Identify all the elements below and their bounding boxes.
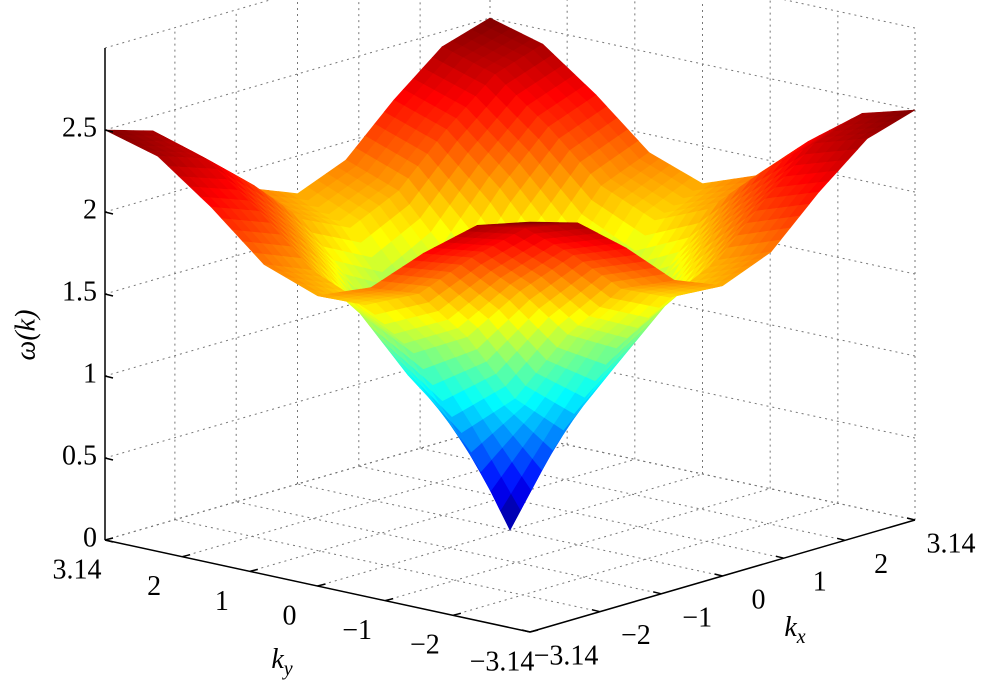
z-tick-label: 2 <box>83 194 97 225</box>
x-tick-label: −3.14 <box>534 640 599 671</box>
z-tick-label: 2.5 <box>62 112 97 143</box>
z-tick <box>104 375 114 379</box>
y-tick <box>452 612 462 617</box>
z-tick-label: 1 <box>83 358 97 389</box>
y-tick-label: 1 <box>215 586 229 617</box>
y-grid-line <box>104 427 491 541</box>
x-tick-label: −1 <box>682 602 712 633</box>
y-label-sub: y <box>282 658 293 680</box>
z-tick-label: 1.5 <box>62 276 97 307</box>
y-tick <box>104 537 114 541</box>
x-tick-label: −2 <box>621 620 651 651</box>
y-grid-line <box>249 458 635 572</box>
x-label-base: k <box>784 612 797 643</box>
y-grid-line <box>317 473 703 587</box>
x-grid-line <box>236 501 662 595</box>
z-grid-line <box>489 345 916 439</box>
axes-back <box>104 0 916 633</box>
x-axis-label: kx <box>784 612 805 647</box>
box-edge <box>783 0 916 29</box>
box-edge <box>104 0 272 49</box>
y-grid-line <box>182 444 568 558</box>
y-tick <box>181 553 191 558</box>
z-grid-line <box>104 99 491 213</box>
y-axis-label: ky <box>271 644 292 679</box>
z-tick <box>104 457 114 461</box>
x-tick <box>521 629 531 633</box>
y-tick <box>529 629 539 633</box>
x-tick <box>714 573 723 577</box>
x-tick-label: 1 <box>813 567 827 598</box>
x-tick <box>906 517 916 521</box>
y-tick-label: −1 <box>342 615 372 646</box>
x-tick-label: 0 <box>752 584 766 615</box>
x-tick-label: 2 <box>874 549 888 580</box>
y-grid-line <box>452 502 838 616</box>
y-tick-label: −3.14 <box>470 646 535 677</box>
z-grid-line <box>489 99 916 193</box>
z-tick-label: 0.5 <box>62 440 97 471</box>
x-tick <box>591 608 601 613</box>
x-label-sub: x <box>796 626 806 648</box>
y-tick-label: 0 <box>283 600 297 631</box>
z-grid-line <box>104 345 491 459</box>
surface <box>104 17 916 531</box>
y-tick-label: 3.14 <box>53 554 102 585</box>
z-tick <box>104 293 114 297</box>
y-label-base: k <box>271 644 284 675</box>
y-grid-line <box>385 488 771 602</box>
z-tick <box>104 211 114 215</box>
axes-front: 0 0.5 1 1.5 2 2.5 −3.14 −2 −1 0 1 2 3.14 −3.14 −2 −1 0 1 2… <box>53 48 976 677</box>
y-tick <box>384 597 394 602</box>
z-grid-line <box>104 181 491 295</box>
y-tick <box>317 583 326 587</box>
z-grid-line <box>489 17 916 111</box>
z-axis-label: ω(k) <box>10 310 41 361</box>
z-grid-line <box>104 17 491 131</box>
x-tick <box>836 537 846 542</box>
z-grid-line <box>104 263 491 377</box>
z-tick <box>104 129 114 133</box>
y-tick-label: −2 <box>410 630 440 661</box>
surface-patch <box>519 221 540 224</box>
y-tick-label: 2 <box>147 571 161 602</box>
y-tick <box>249 568 259 573</box>
x-tick <box>653 591 662 595</box>
z-tick-label: 0 <box>83 522 97 553</box>
x-tick <box>775 555 784 559</box>
x-tick-label: 3.14 <box>927 528 976 559</box>
x-grid-line <box>420 447 846 541</box>
